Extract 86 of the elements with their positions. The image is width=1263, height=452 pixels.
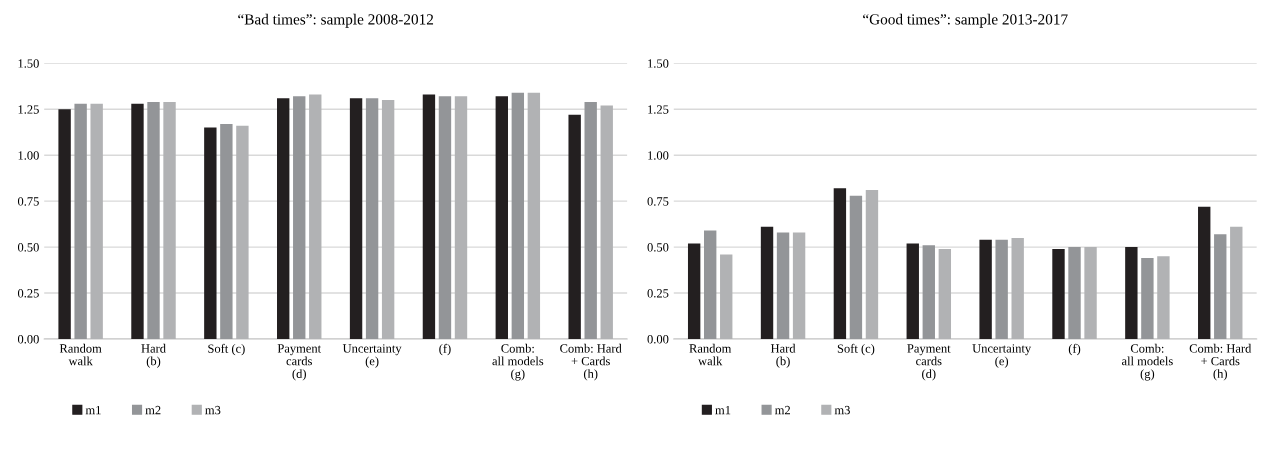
bar — [527, 92, 541, 339]
bar — [979, 239, 992, 339]
bar — [293, 96, 306, 339]
chart-title: “Good times”: sample 2013-2017 — [863, 13, 1068, 28]
y-tick-label: 1.00 — [648, 151, 669, 160]
bar — [74, 103, 87, 339]
y-tick-label: 1.50 — [648, 59, 669, 68]
bar — [865, 190, 879, 339]
y-tick-label: 0.50 — [17, 243, 39, 252]
bar — [922, 245, 935, 339]
x-tick-label: Soft (c) — [837, 343, 875, 356]
x-tick-label: Hard (b) — [141, 343, 166, 368]
bar — [687, 243, 701, 339]
y-tick-label: 0.00 — [647, 335, 669, 344]
bar — [704, 230, 717, 339]
legend-label: m1 — [85, 405, 101, 415]
bar — [495, 96, 508, 339]
x-tick-label: Comb: Hard + Cards (h) — [1189, 343, 1252, 381]
bar — [131, 103, 144, 339]
y-tick-label: 1.25 — [18, 105, 39, 114]
bar — [720, 254, 733, 339]
x-tick-label: Payment cards (d) — [907, 344, 951, 381]
x-tick-label: Comb: all models (g) — [492, 343, 544, 381]
x-tick-label: Random walk — [689, 343, 732, 366]
legend-label: m2 — [774, 405, 791, 415]
bar — [349, 98, 363, 339]
x-tick-label: Hard (b) — [770, 343, 796, 368]
bar — [58, 109, 71, 339]
bar — [511, 92, 525, 339]
legend-label: m1 — [715, 405, 731, 415]
bar — [236, 125, 249, 339]
x-tick-label: (f) — [1068, 343, 1081, 356]
bar — [776, 232, 790, 339]
bar — [760, 226, 774, 339]
bar — [792, 232, 806, 339]
x-tick-label: Uncertainty (e) — [972, 344, 1032, 368]
bar — [833, 188, 847, 339]
x-tick-label: Comb: all models (g) — [1121, 343, 1173, 381]
bar — [381, 100, 395, 339]
bar — [309, 94, 322, 339]
y-tick-label: 0.00 — [17, 335, 39, 344]
bar — [90, 103, 103, 339]
bar — [906, 243, 919, 339]
bar — [1084, 247, 1097, 339]
legend-label: m3 — [205, 405, 221, 415]
y-tick-label: 0.75 — [17, 197, 39, 206]
x-tick-label: Uncertainty (e) — [342, 344, 402, 368]
y-tick-label: 0.25 — [647, 289, 669, 298]
bar — [849, 195, 863, 339]
y-tick-label: 1.00 — [18, 151, 39, 160]
bar — [1230, 226, 1243, 339]
x-tick-label: Soft (c) — [208, 343, 245, 356]
legend-label: m2 — [145, 405, 161, 415]
bar — [277, 98, 290, 339]
bar — [147, 101, 160, 339]
x-tick-label: Payment cards (d) — [277, 344, 322, 381]
y-tick-label: 0.50 — [647, 243, 669, 252]
bar — [1052, 248, 1065, 339]
bar — [220, 123, 233, 339]
bar — [584, 101, 597, 339]
x-tick-label: Comb: Hard + Cards (h) — [560, 343, 622, 381]
legend-label: m3 — [834, 405, 850, 415]
x-tick-label: (f) — [439, 343, 451, 356]
y-tick-label: 0.75 — [647, 197, 669, 206]
bar — [1198, 206, 1211, 339]
bar — [1011, 237, 1024, 339]
y-tick-label: 1.25 — [648, 105, 669, 114]
bar — [938, 248, 952, 339]
bar — [454, 96, 468, 339]
bar — [438, 96, 452, 339]
bar — [1141, 258, 1154, 339]
bar — [1157, 256, 1170, 339]
x-tick-label: Random walk — [59, 343, 102, 366]
bar — [422, 94, 436, 339]
y-tick-label: 1.50 — [18, 59, 39, 68]
bar — [204, 127, 217, 339]
bar — [568, 114, 581, 339]
bar — [163, 101, 176, 339]
bar — [600, 105, 613, 339]
bar — [1214, 234, 1227, 339]
bar — [365, 98, 379, 339]
bar — [1125, 247, 1138, 339]
chart-title: “Bad times”: sample 2008-2012 — [238, 13, 434, 28]
bar — [1068, 247, 1081, 339]
bar — [995, 239, 1008, 339]
y-tick-label: 0.25 — [17, 289, 39, 298]
